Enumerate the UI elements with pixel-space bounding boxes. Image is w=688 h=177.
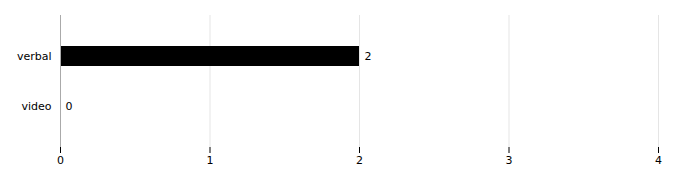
svg-text:1: 1 [207, 154, 214, 167]
svg-text:2: 2 [365, 50, 372, 63]
svg-text:video: video [21, 100, 51, 113]
svg-text:verbal: verbal [17, 50, 52, 63]
svg-text:0: 0 [66, 100, 73, 113]
svg-text:3: 3 [506, 154, 513, 167]
svg-text:2: 2 [356, 154, 363, 167]
svg-text:4: 4 [655, 154, 662, 167]
svg-text:0: 0 [57, 154, 64, 167]
